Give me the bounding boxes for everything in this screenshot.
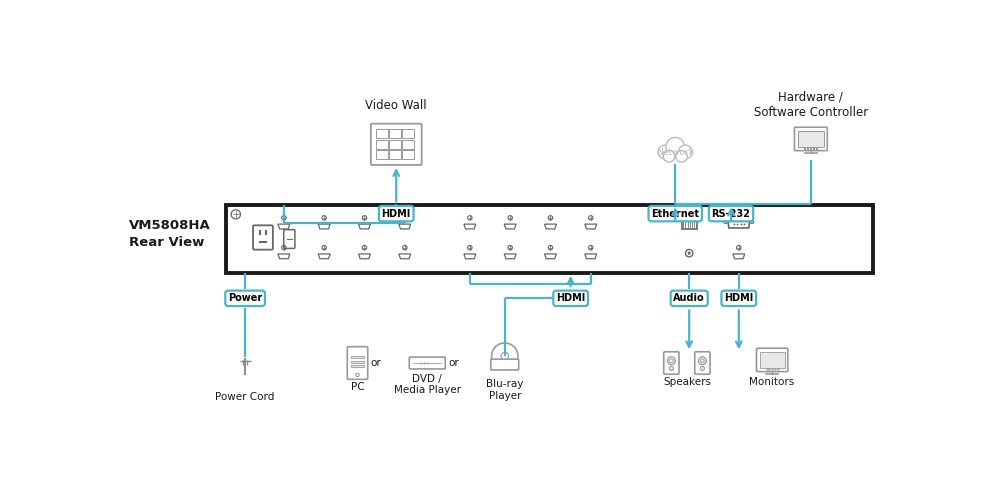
FancyBboxPatch shape bbox=[402, 129, 414, 138]
Text: Video Wall: Video Wall bbox=[365, 99, 427, 112]
FancyBboxPatch shape bbox=[664, 352, 679, 374]
Text: Power: Power bbox=[228, 293, 262, 303]
Polygon shape bbox=[727, 216, 750, 228]
Polygon shape bbox=[359, 254, 370, 259]
FancyBboxPatch shape bbox=[351, 361, 364, 363]
Circle shape bbox=[231, 210, 240, 219]
FancyBboxPatch shape bbox=[351, 365, 364, 367]
Polygon shape bbox=[399, 254, 411, 259]
Circle shape bbox=[356, 373, 359, 377]
Polygon shape bbox=[585, 254, 597, 259]
FancyBboxPatch shape bbox=[756, 348, 788, 372]
Text: PC: PC bbox=[351, 382, 364, 392]
Text: or: or bbox=[371, 358, 381, 368]
Text: Hardware /
Software Controller: Hardware / Software Controller bbox=[754, 91, 868, 119]
Text: Blu-ray
Player: Blu-ray Player bbox=[486, 379, 523, 401]
Circle shape bbox=[666, 137, 685, 156]
Circle shape bbox=[492, 343, 518, 369]
Circle shape bbox=[724, 220, 727, 224]
Text: DVD /
Media Player: DVD / Media Player bbox=[394, 374, 461, 395]
Text: VM5808HA
Rear View: VM5808HA Rear View bbox=[129, 219, 211, 249]
FancyBboxPatch shape bbox=[794, 127, 827, 151]
FancyBboxPatch shape bbox=[371, 124, 422, 165]
FancyBboxPatch shape bbox=[402, 140, 414, 149]
FancyBboxPatch shape bbox=[389, 129, 401, 138]
FancyBboxPatch shape bbox=[253, 226, 273, 250]
Polygon shape bbox=[504, 254, 516, 259]
FancyBboxPatch shape bbox=[695, 352, 710, 374]
Circle shape bbox=[667, 357, 675, 365]
Circle shape bbox=[663, 151, 675, 162]
Text: Power Cord: Power Cord bbox=[215, 392, 275, 402]
Polygon shape bbox=[545, 224, 556, 229]
FancyBboxPatch shape bbox=[284, 229, 295, 248]
FancyBboxPatch shape bbox=[402, 151, 414, 159]
Circle shape bbox=[685, 249, 693, 257]
Circle shape bbox=[669, 366, 674, 371]
Circle shape bbox=[670, 359, 673, 363]
Circle shape bbox=[750, 220, 754, 224]
Circle shape bbox=[688, 252, 691, 255]
Polygon shape bbox=[278, 224, 290, 229]
Circle shape bbox=[701, 359, 704, 363]
FancyBboxPatch shape bbox=[347, 347, 368, 379]
Polygon shape bbox=[318, 224, 330, 229]
Text: HDMI: HDMI bbox=[724, 293, 753, 303]
Polygon shape bbox=[464, 224, 476, 229]
FancyBboxPatch shape bbox=[376, 129, 388, 138]
Polygon shape bbox=[545, 254, 556, 259]
Text: Ethernet: Ethernet bbox=[651, 209, 699, 219]
Text: or: or bbox=[448, 358, 459, 368]
Polygon shape bbox=[504, 224, 516, 229]
Polygon shape bbox=[278, 254, 290, 259]
FancyBboxPatch shape bbox=[389, 140, 401, 149]
FancyBboxPatch shape bbox=[682, 216, 697, 229]
Circle shape bbox=[678, 145, 692, 159]
Text: Audio: Audio bbox=[673, 293, 705, 303]
Text: Network: Network bbox=[656, 148, 694, 156]
Circle shape bbox=[698, 357, 706, 365]
FancyBboxPatch shape bbox=[409, 357, 445, 369]
Polygon shape bbox=[359, 224, 370, 229]
FancyBboxPatch shape bbox=[351, 356, 364, 358]
Polygon shape bbox=[399, 224, 411, 229]
FancyBboxPatch shape bbox=[760, 352, 785, 368]
FancyBboxPatch shape bbox=[376, 140, 388, 149]
Text: RS-232: RS-232 bbox=[712, 209, 750, 219]
Text: HDMI: HDMI bbox=[382, 209, 411, 219]
FancyBboxPatch shape bbox=[389, 151, 401, 159]
Circle shape bbox=[501, 352, 508, 360]
FancyBboxPatch shape bbox=[491, 359, 519, 370]
Circle shape bbox=[676, 151, 687, 162]
Polygon shape bbox=[733, 254, 745, 259]
Text: Speakers: Speakers bbox=[663, 377, 711, 387]
Text: HDMI: HDMI bbox=[556, 293, 585, 303]
FancyBboxPatch shape bbox=[798, 131, 824, 147]
Polygon shape bbox=[464, 254, 476, 259]
Text: Monitors: Monitors bbox=[750, 377, 795, 387]
Circle shape bbox=[658, 145, 672, 159]
FancyBboxPatch shape bbox=[226, 205, 873, 273]
Polygon shape bbox=[585, 224, 597, 229]
Circle shape bbox=[700, 366, 705, 371]
FancyBboxPatch shape bbox=[376, 151, 388, 159]
Polygon shape bbox=[318, 254, 330, 259]
